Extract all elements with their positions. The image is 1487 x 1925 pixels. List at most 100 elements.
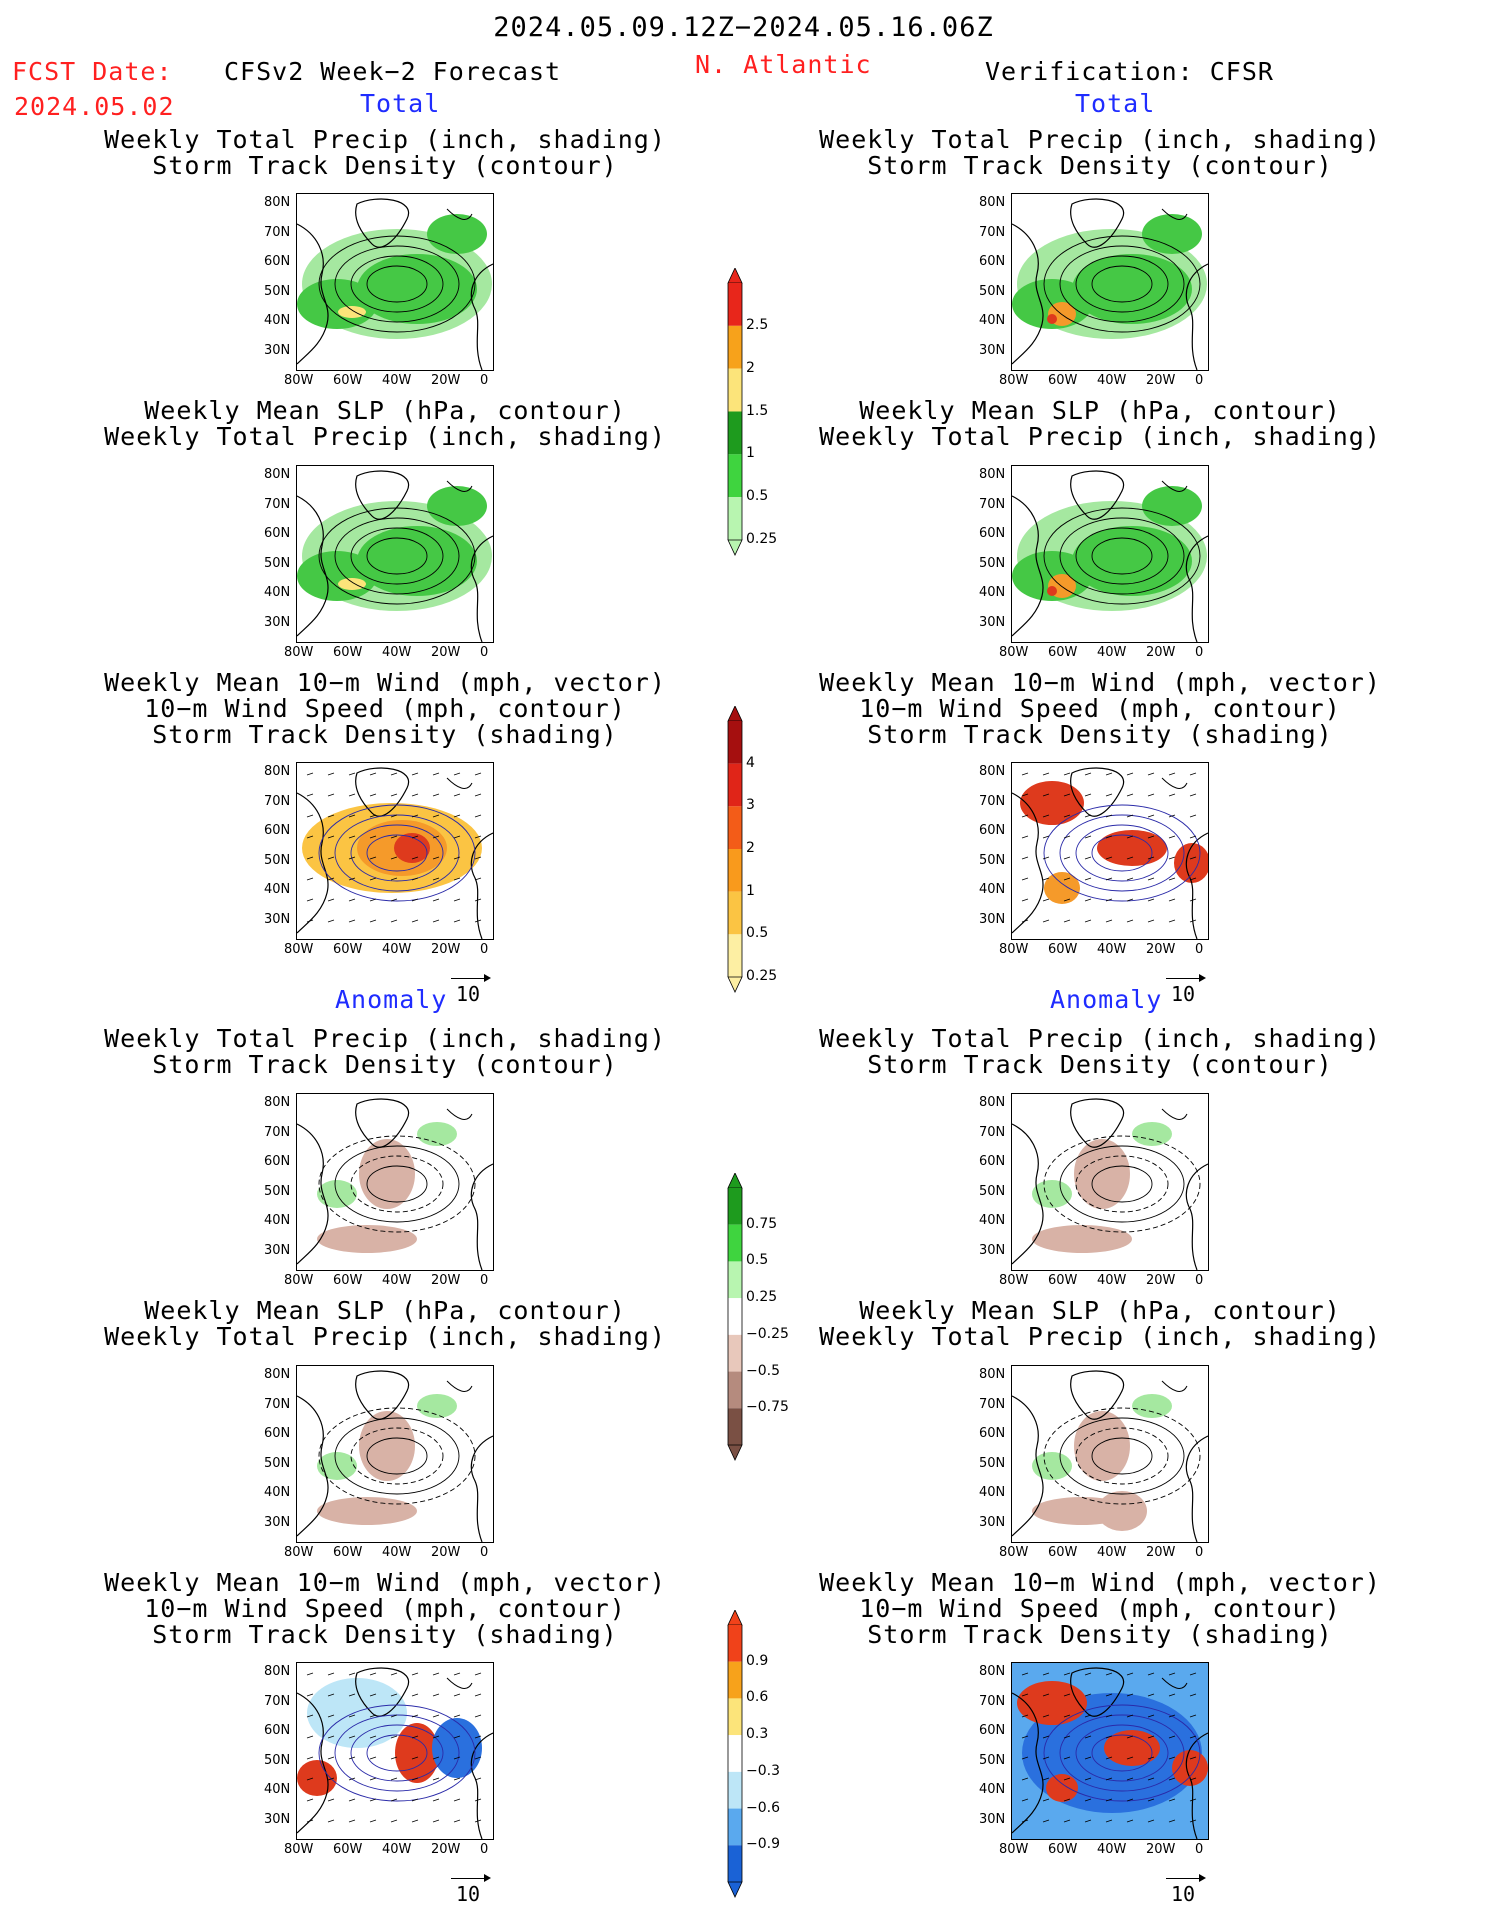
wind-vector (1021, 1756, 1029, 1760)
wind-vector (390, 814, 398, 818)
wind-vector (306, 1756, 314, 1760)
colorbar-segment (728, 1625, 742, 1662)
colorbar-segment (728, 368, 742, 412)
wind-vector (1063, 1714, 1071, 1718)
wind-vector (1147, 1693, 1155, 1697)
title-line: Weekly Mean 10−m Wind (mph, vector) (819, 668, 1381, 697)
title-line: Weekly Mean SLP (hPa, contour) (859, 1296, 1341, 1325)
lon-label: 60W (1048, 942, 1078, 957)
lat-label: 50N (979, 1183, 1006, 1199)
wind-vector (327, 1777, 335, 1781)
wind-vector (390, 793, 398, 797)
wind-vector (1168, 856, 1176, 860)
title-line: 10−m Wind Speed (mph, contour) (859, 694, 1341, 723)
coastline-iceland (446, 1677, 473, 1689)
coastline-americas (297, 1395, 329, 1537)
lat-label: 60N (264, 526, 291, 541)
title-line: Storm Track Density (shading) (152, 1620, 618, 1649)
colorbar-storm_total (727, 706, 743, 993)
wind-vector (432, 1714, 440, 1718)
wind-vector (1147, 772, 1155, 776)
colorbar-label: 0.5 (746, 925, 769, 942)
storm-anom-neg (432, 1718, 482, 1778)
title-line: Weekly Total Precip (inch, shading) (104, 125, 666, 154)
wind-vector (1063, 856, 1071, 860)
colorbar-segment (728, 454, 742, 498)
precip-shade-high (338, 578, 366, 590)
lon-label: 60W (333, 1545, 363, 1560)
wind-vector (390, 1798, 398, 1802)
wind-vector (1105, 814, 1113, 818)
colorbar-segment (728, 497, 742, 540)
wind-vector (1189, 814, 1197, 818)
colorbar-segment (728, 1698, 742, 1736)
wind-vector (474, 877, 482, 881)
lat-label: 50N (979, 283, 1006, 299)
wind-vector (432, 793, 440, 797)
colorbar-label: 0.5 (746, 488, 769, 505)
colorbar-segment (728, 411, 742, 455)
lat-label: 80N (264, 467, 291, 482)
colorbar-segment (728, 1808, 742, 1846)
wind-vector (1126, 1798, 1134, 1802)
wind-vector (432, 898, 440, 902)
colorbar-label: −0.5 (746, 1362, 780, 1379)
wind-vector (453, 856, 461, 860)
wind-vector (1189, 1777, 1197, 1781)
wind-vector (306, 793, 314, 797)
wind-vector (1084, 1672, 1092, 1676)
contour-line (350, 1155, 444, 1213)
colorbar-label: 1 (746, 882, 755, 899)
wind-vector (1021, 1672, 1029, 1676)
wind-vector (411, 856, 419, 860)
wind-vector (474, 1735, 482, 1739)
wind-vector (1084, 919, 1092, 923)
wind-vector (474, 856, 482, 860)
colorbar-label: −0.25 (746, 1325, 789, 1342)
contour-line (318, 804, 476, 902)
lon-label: 20W (1146, 942, 1176, 957)
coastline-greenland (355, 1667, 410, 1717)
map-panel-fc-a3 (296, 1662, 494, 1840)
lon-label: 80W (284, 373, 314, 388)
wind-vector (1063, 1693, 1071, 1697)
precip-shade-max (1047, 314, 1057, 324)
lat-label: 70N (979, 793, 1006, 809)
map-panel-vf-p1 (1011, 193, 1209, 371)
region-title: N. Atlantic (695, 50, 872, 79)
anom-precip-wet (1032, 1180, 1072, 1208)
lat-label: 60N (979, 1426, 1006, 1441)
wind-vector (1021, 1714, 1029, 1718)
wind-vector (453, 1735, 461, 1739)
lat-label: 50N (264, 555, 291, 571)
map-panel-vf-p2 (1011, 465, 1209, 643)
wind-vector (306, 1735, 314, 1739)
wind-vector (1084, 835, 1092, 839)
colorbar-segment (727, 1881, 743, 1898)
coastline-iceland (1161, 480, 1188, 492)
wind-vector (348, 856, 356, 860)
contour-line (1091, 1165, 1153, 1203)
wind-vector (327, 1714, 335, 1718)
wind-vector (369, 835, 377, 839)
wind-vector (411, 1714, 419, 1718)
wind-vector (432, 814, 440, 818)
precip-shade (1072, 526, 1192, 596)
lat-label: 80N (264, 195, 291, 210)
wind-vector (1021, 835, 1029, 839)
contour-line (350, 824, 444, 882)
coastline-americas (1012, 792, 1044, 934)
lat-label: 40N (979, 882, 1006, 897)
wind-vector (1042, 898, 1050, 902)
wind-vector (432, 1672, 440, 1676)
wind-vector (1105, 835, 1113, 839)
wind-vector (432, 835, 440, 839)
wind-vector (1042, 1798, 1050, 1802)
wind-vector (432, 1735, 440, 1739)
wind-vector (1168, 1714, 1176, 1718)
lon-label: 80W (999, 1545, 1029, 1560)
wind-vector (1189, 919, 1197, 923)
contour-line (318, 1135, 476, 1233)
wind-vector (1063, 835, 1071, 839)
lon-label: 20W (431, 1273, 461, 1288)
